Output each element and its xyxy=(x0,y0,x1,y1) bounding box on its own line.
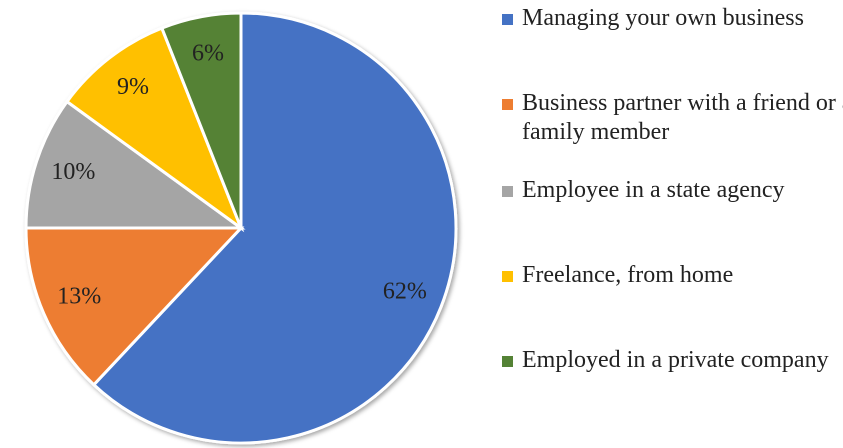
legend-swatch xyxy=(502,186,513,197)
legend-entry: Freelance, from home xyxy=(500,261,843,290)
data-label: 62% xyxy=(383,278,427,304)
legend-swatch xyxy=(502,271,513,282)
pie-slice xyxy=(159,11,243,229)
pie-slice xyxy=(24,99,246,230)
legend-label: Employee in a state agency xyxy=(522,177,785,203)
legend-swatch xyxy=(502,99,513,110)
legend-entry: Managing your own business xyxy=(500,4,843,33)
pie xyxy=(24,11,458,445)
legend-entry: Employee in a state agency xyxy=(500,176,843,205)
data-label: 10% xyxy=(51,159,95,185)
pie-slice xyxy=(91,11,458,445)
legend-entry: Business partner with a friend or a fami… xyxy=(500,89,843,147)
pie-slice xyxy=(64,26,245,233)
legend-label: Business partner with a friend or a fami… xyxy=(522,90,843,145)
legend-entry: Employed in a private company xyxy=(500,346,843,375)
data-label: 6% xyxy=(192,40,224,66)
legend-label: Employed in a private company xyxy=(522,347,829,373)
legend-swatch xyxy=(502,356,513,367)
legend-swatch xyxy=(502,14,513,25)
data-label: 9% xyxy=(117,74,149,100)
legend-label: Managing your own business xyxy=(522,5,804,31)
legend-label: Freelance, from home xyxy=(522,262,734,288)
data-labels: 62% 13% 10% 9% 6% xyxy=(51,40,427,309)
pie-slice xyxy=(24,226,245,387)
data-label: 13% xyxy=(57,284,101,310)
